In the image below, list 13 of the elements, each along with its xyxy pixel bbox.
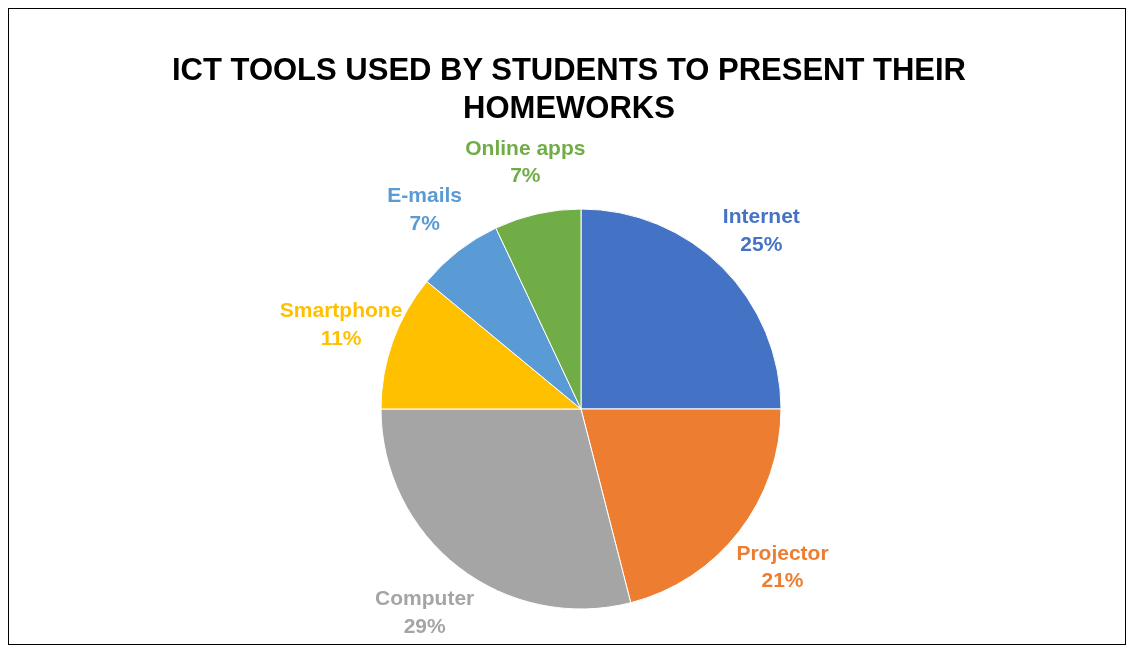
- data-label: 25%: [740, 231, 783, 255]
- slice-label: Internet: [722, 204, 800, 228]
- data-label: 7%: [510, 163, 541, 187]
- slice-label: Projector: [736, 541, 829, 565]
- data-label: 11%: [320, 325, 362, 349]
- chart-title: ICT TOOLS USED BY STUDENTS TO PRESENT THEIR HOMEWORKS: [170, 51, 967, 127]
- data-label: 7%: [409, 210, 441, 234]
- slice-label: Computer: [375, 586, 475, 610]
- data-label: 29%: [403, 613, 447, 637]
- slice-label: Online apps: [465, 135, 586, 159]
- slice-label: E-mails: [387, 183, 463, 207]
- slice-label: Smartphone: [279, 298, 403, 322]
- data-label: 21%: [761, 568, 804, 592]
